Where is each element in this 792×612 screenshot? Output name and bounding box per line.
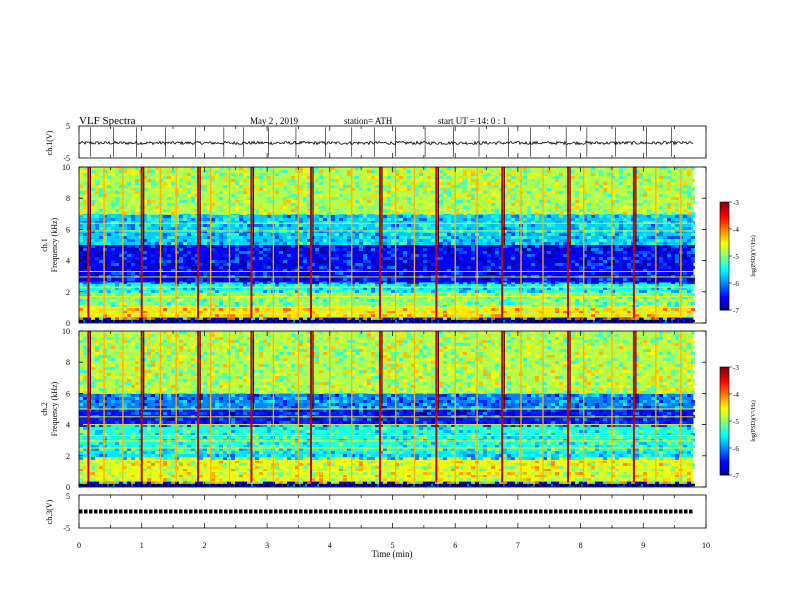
ch1-waveform-panel: 5 -5 ch.1(V) (45, 122, 707, 163)
time-tick-label: 4 (328, 541, 332, 550)
ch1-ytick-bottom: -5 (63, 154, 70, 163)
ch1-spectrogram-panel: 0 2 4 6 8 10 ch.1 Frequency (kHz) (40, 163, 707, 328)
freq-tick-label: 0 (66, 319, 70, 328)
time-tick-label: 6 (453, 541, 457, 550)
freq-tick-label: 4 (66, 421, 70, 430)
colorbar-tick-label: -7 (733, 307, 739, 315)
freq-tick-label: 2 (66, 452, 70, 461)
freq-tick-label: 2 (66, 288, 70, 297)
colorbar-label: log(PSD)(V²/Hz) (750, 235, 757, 276)
ch1-ytick-top: 5 (66, 122, 70, 131)
ch2-spectrogram-panel: 0 2 4 6 8 10 ch.2 Frequency (kHz) (40, 327, 707, 492)
colorbar-tick-label: -3 (733, 199, 739, 207)
colorbar-tick-label: -6 (733, 280, 739, 288)
time-tick-label: 3 (265, 541, 269, 550)
time-tick-label: 8 (579, 541, 583, 550)
colorbar-tick-label: -5 (733, 253, 739, 261)
freq-tick-label: 10 (62, 163, 70, 172)
freq-tick-label: 8 (66, 194, 70, 203)
ch3-waveform-panel: 5 -5 ch.3(V) (45, 492, 707, 533)
spectrogram-band (79, 451, 694, 458)
ch1-spectrogram-heatmap (79, 167, 695, 323)
ch3-ytick-top: 5 (66, 492, 70, 501)
colorbar-tick-label: -4 (733, 226, 739, 234)
time-tick-label: 10 (702, 541, 710, 550)
ch3-waveform-line (79, 509, 693, 514)
ch2-yticks: 0 2 4 6 8 10 (62, 327, 706, 492)
ch1-yticks: 0 2 4 6 8 10 (62, 163, 706, 328)
colorbar-tick-label: -4 (733, 391, 739, 399)
figure-title: VLF Spectra (79, 115, 136, 127)
ch2-freq-ylabel-line1: ch.2 (40, 402, 49, 416)
ch2-spectrogram-heatmap (79, 331, 695, 487)
freq-tick-label: 8 (66, 358, 70, 367)
ch1-ylabel: ch.1(V) (45, 130, 54, 155)
ch3-ylabel: ch.3(V) (45, 499, 54, 524)
time-tick-label: 1 (140, 541, 144, 550)
ch1-waveform-frame (78, 125, 707, 159)
ch1-freq-ylabel-line1: ch.1 (40, 238, 49, 252)
colorbar-tick-label: -7 (733, 472, 739, 480)
colorbar-label: log(PSD)(V²/Hz) (750, 400, 757, 441)
time-tick-label: 7 (516, 541, 520, 550)
freq-tick-label: 10 (62, 327, 70, 336)
freq-tick-label: 6 (66, 389, 70, 398)
ch2-colorbar: -3 -4 -5 -6 -7 log(PSD)(V²/Hz) (719, 364, 757, 480)
time-tick-label: 9 (641, 541, 645, 550)
freq-tick-label: 4 (66, 257, 70, 266)
x-axis-label: Time (min) (372, 549, 413, 559)
ch3-ytick-bottom: -5 (63, 524, 70, 533)
ch1-freq-ylabel-line2: Frequency (kHz) (50, 217, 59, 272)
ch1-waveform-line (78, 140, 694, 146)
ch2-freq-ylabel-line2: Frequency (kHz) (50, 381, 59, 436)
colorbar-tick-label: -6 (733, 445, 739, 453)
time-x-axis: 0 1 2 3 4 5 6 7 8 9 10 (77, 126, 710, 550)
colorbar-tick-label: -3 (733, 364, 739, 372)
ch1-spikes (89, 127, 672, 157)
ch1-colorbar: -3 -4 -5 -6 -7 log(PSD)(V²/Hz) (719, 199, 757, 315)
time-tick-label: 2 (202, 541, 206, 550)
date-label: May 2 , 2019 (250, 116, 298, 126)
freq-tick-label: 6 (66, 225, 70, 234)
colorbar-tick-label: -5 (733, 418, 739, 426)
freq-tick-label: 0 (66, 483, 70, 492)
time-tick-label: 5 (391, 541, 395, 550)
station-label: station= ATH (344, 116, 393, 126)
start-time-label: start UT = 14: 0 : 1 (438, 116, 507, 126)
time-tick-label: 0 (77, 541, 81, 550)
